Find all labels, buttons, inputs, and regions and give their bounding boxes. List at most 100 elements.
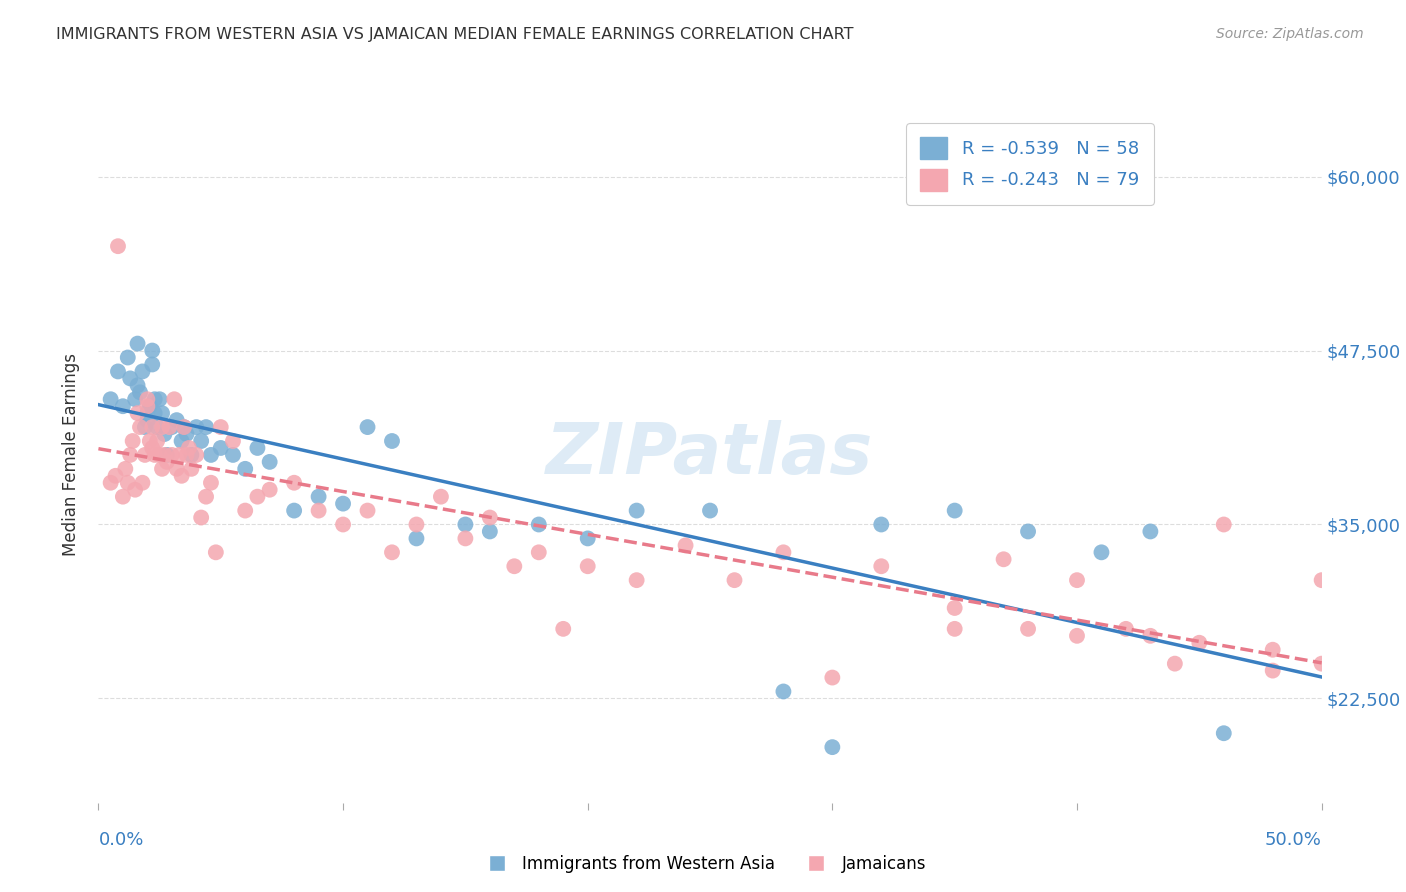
Point bbox=[332, 517, 354, 532]
Point bbox=[149, 392, 172, 407]
Point bbox=[943, 622, 966, 636]
Point bbox=[993, 552, 1015, 566]
Text: 0.0%: 0.0% bbox=[98, 830, 143, 848]
Point bbox=[170, 434, 193, 448]
Point bbox=[153, 448, 176, 462]
Point bbox=[100, 392, 122, 407]
Point bbox=[478, 510, 501, 524]
Point bbox=[332, 497, 354, 511]
Text: 50.0%: 50.0% bbox=[1265, 830, 1322, 848]
Point bbox=[259, 483, 281, 497]
Point bbox=[157, 420, 180, 434]
Point bbox=[1066, 573, 1088, 587]
Point bbox=[111, 490, 134, 504]
Point bbox=[1212, 726, 1234, 740]
Point bbox=[136, 392, 159, 407]
Point bbox=[127, 336, 149, 351]
Point bbox=[821, 671, 844, 685]
Point bbox=[209, 420, 232, 434]
Point bbox=[121, 434, 143, 448]
Point bbox=[1310, 573, 1333, 587]
Point bbox=[195, 490, 218, 504]
Point bbox=[381, 434, 404, 448]
Point bbox=[131, 475, 153, 490]
Text: IMMIGRANTS FROM WESTERN ASIA VS JAMAICAN MEDIAN FEMALE EARNINGS CORRELATION CHAR: IMMIGRANTS FROM WESTERN ASIA VS JAMAICAN… bbox=[56, 27, 853, 42]
Point bbox=[821, 740, 844, 755]
Point bbox=[127, 378, 149, 392]
Point bbox=[308, 490, 330, 504]
Point bbox=[150, 420, 173, 434]
Point bbox=[134, 448, 156, 462]
Point bbox=[129, 385, 152, 400]
Point bbox=[156, 448, 179, 462]
Point bbox=[136, 406, 159, 420]
Point bbox=[195, 420, 218, 434]
Point bbox=[180, 462, 202, 476]
Point bbox=[160, 420, 183, 434]
Point bbox=[134, 420, 156, 434]
Point bbox=[283, 475, 305, 490]
Point bbox=[200, 448, 222, 462]
Point bbox=[127, 406, 149, 420]
Legend: R = -0.539   N = 58, R = -0.243   N = 79: R = -0.539 N = 58, R = -0.243 N = 79 bbox=[905, 123, 1153, 205]
Point bbox=[1139, 524, 1161, 539]
Point bbox=[186, 420, 208, 434]
Point bbox=[149, 448, 172, 462]
Point bbox=[136, 399, 159, 413]
Point bbox=[117, 475, 139, 490]
Point bbox=[222, 434, 245, 448]
Point bbox=[259, 455, 281, 469]
Point bbox=[163, 392, 186, 407]
Point bbox=[1310, 657, 1333, 671]
Point bbox=[150, 462, 173, 476]
Point bbox=[626, 503, 648, 517]
Point bbox=[405, 532, 427, 546]
Point bbox=[190, 434, 212, 448]
Point bbox=[723, 573, 745, 587]
Point bbox=[626, 573, 648, 587]
Point bbox=[107, 364, 129, 378]
Legend: Immigrants from Western Asia, Jamaicans: Immigrants from Western Asia, Jamaicans bbox=[474, 848, 932, 880]
Point bbox=[141, 420, 163, 434]
Point bbox=[146, 420, 169, 434]
Point bbox=[114, 462, 136, 476]
Point bbox=[141, 441, 163, 455]
Point bbox=[772, 684, 794, 698]
Point bbox=[454, 517, 477, 532]
Point bbox=[1017, 524, 1039, 539]
Point bbox=[124, 392, 146, 407]
Point bbox=[160, 448, 183, 462]
Point bbox=[233, 462, 256, 476]
Point bbox=[308, 503, 330, 517]
Point bbox=[1066, 629, 1088, 643]
Point bbox=[150, 406, 173, 420]
Point bbox=[246, 441, 269, 455]
Point bbox=[870, 559, 893, 574]
Point bbox=[205, 545, 228, 559]
Y-axis label: Median Female Earnings: Median Female Earnings bbox=[62, 353, 80, 557]
Point bbox=[120, 371, 142, 385]
Point bbox=[478, 524, 501, 539]
Point bbox=[675, 538, 697, 552]
Point bbox=[166, 413, 188, 427]
Point bbox=[1139, 629, 1161, 643]
Point bbox=[405, 517, 427, 532]
Point bbox=[246, 490, 269, 504]
Point bbox=[503, 559, 526, 574]
Point bbox=[1115, 622, 1137, 636]
Point bbox=[120, 448, 142, 462]
Point bbox=[553, 622, 575, 636]
Point bbox=[1261, 664, 1284, 678]
Point bbox=[1261, 642, 1284, 657]
Point bbox=[356, 420, 378, 434]
Point bbox=[129, 420, 152, 434]
Point bbox=[107, 239, 129, 253]
Point bbox=[131, 364, 153, 378]
Point bbox=[124, 483, 146, 497]
Point bbox=[527, 545, 550, 559]
Point bbox=[356, 503, 378, 517]
Point bbox=[143, 406, 166, 420]
Point bbox=[176, 427, 198, 442]
Point bbox=[381, 545, 404, 559]
Point bbox=[576, 559, 599, 574]
